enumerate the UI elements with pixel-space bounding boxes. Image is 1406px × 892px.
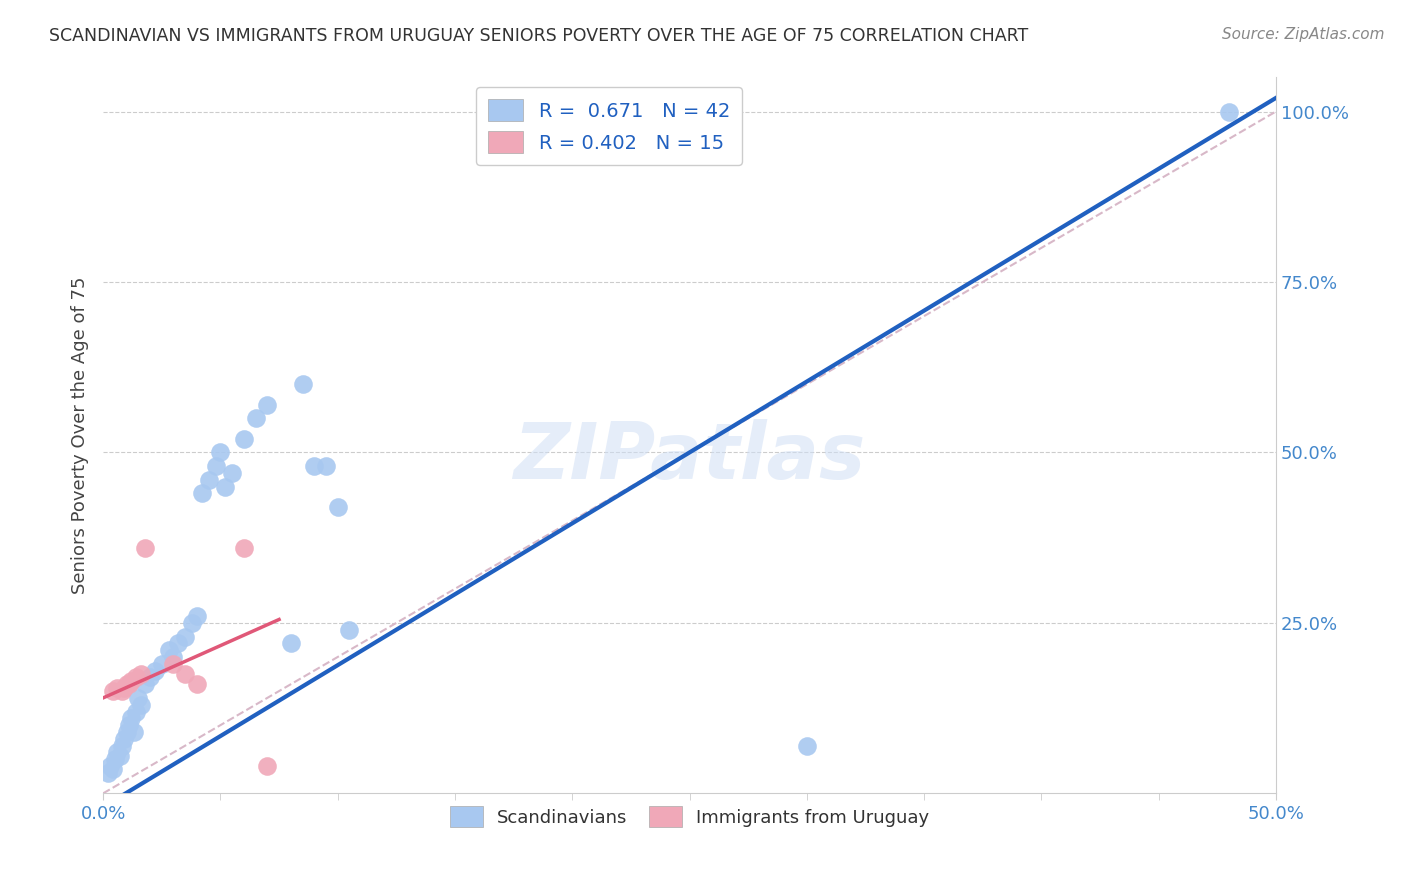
Point: [186, 609, 208, 624]
Point: [105, 681, 128, 695]
Point: [134, 541, 156, 555]
Point: [122, 725, 145, 739]
Point: [162, 657, 184, 671]
Point: [280, 636, 302, 650]
Point: [118, 677, 141, 691]
Point: [256, 759, 278, 773]
Point: [157, 643, 180, 657]
Point: [105, 746, 128, 760]
Point: [214, 479, 236, 493]
Point: [197, 473, 219, 487]
Point: [97, 765, 120, 780]
Point: [129, 698, 152, 712]
Point: [1218, 104, 1240, 119]
Point: [120, 673, 142, 688]
Point: [98, 759, 121, 773]
Text: Source: ZipAtlas.com: Source: ZipAtlas.com: [1222, 27, 1385, 42]
Point: [190, 486, 212, 500]
Point: [111, 739, 134, 753]
Point: [221, 466, 243, 480]
Point: [104, 752, 127, 766]
Point: [167, 636, 190, 650]
Point: [112, 681, 135, 695]
Point: [129, 667, 152, 681]
Point: [125, 670, 148, 684]
Point: [111, 684, 134, 698]
Point: [115, 725, 138, 739]
Point: [302, 459, 325, 474]
Point: [162, 650, 184, 665]
Point: [232, 541, 254, 555]
Point: [125, 705, 148, 719]
Text: SCANDINAVIAN VS IMMIGRANTS FROM URUGUAY SENIORS POVERTY OVER THE AGE OF 75 CORRE: SCANDINAVIAN VS IMMIGRANTS FROM URUGUAY …: [49, 27, 1028, 45]
Point: [204, 459, 226, 474]
Y-axis label: Seniors Poverty Over the Age of 75: Seniors Poverty Over the Age of 75: [72, 277, 89, 594]
Point: [134, 677, 156, 691]
Point: [120, 711, 142, 725]
Point: [127, 690, 149, 705]
Point: [174, 630, 197, 644]
Legend: Scandinavians, Immigrants from Uruguay: Scandinavians, Immigrants from Uruguay: [443, 799, 936, 834]
Point: [291, 377, 314, 392]
Point: [174, 667, 197, 681]
Point: [245, 411, 267, 425]
Point: [118, 718, 141, 732]
Point: [326, 500, 349, 514]
Text: ZIPatlas: ZIPatlas: [513, 419, 866, 495]
Point: [101, 684, 124, 698]
Point: [315, 459, 337, 474]
Point: [232, 432, 254, 446]
Point: [209, 445, 232, 459]
Point: [115, 677, 138, 691]
Point: [143, 664, 166, 678]
Point: [108, 748, 131, 763]
Point: [112, 731, 135, 746]
Point: [339, 623, 361, 637]
Point: [186, 677, 208, 691]
Point: [139, 670, 162, 684]
Point: [796, 739, 818, 753]
Point: [181, 615, 204, 630]
Point: [256, 398, 278, 412]
Point: [101, 763, 124, 777]
Point: [150, 657, 173, 671]
